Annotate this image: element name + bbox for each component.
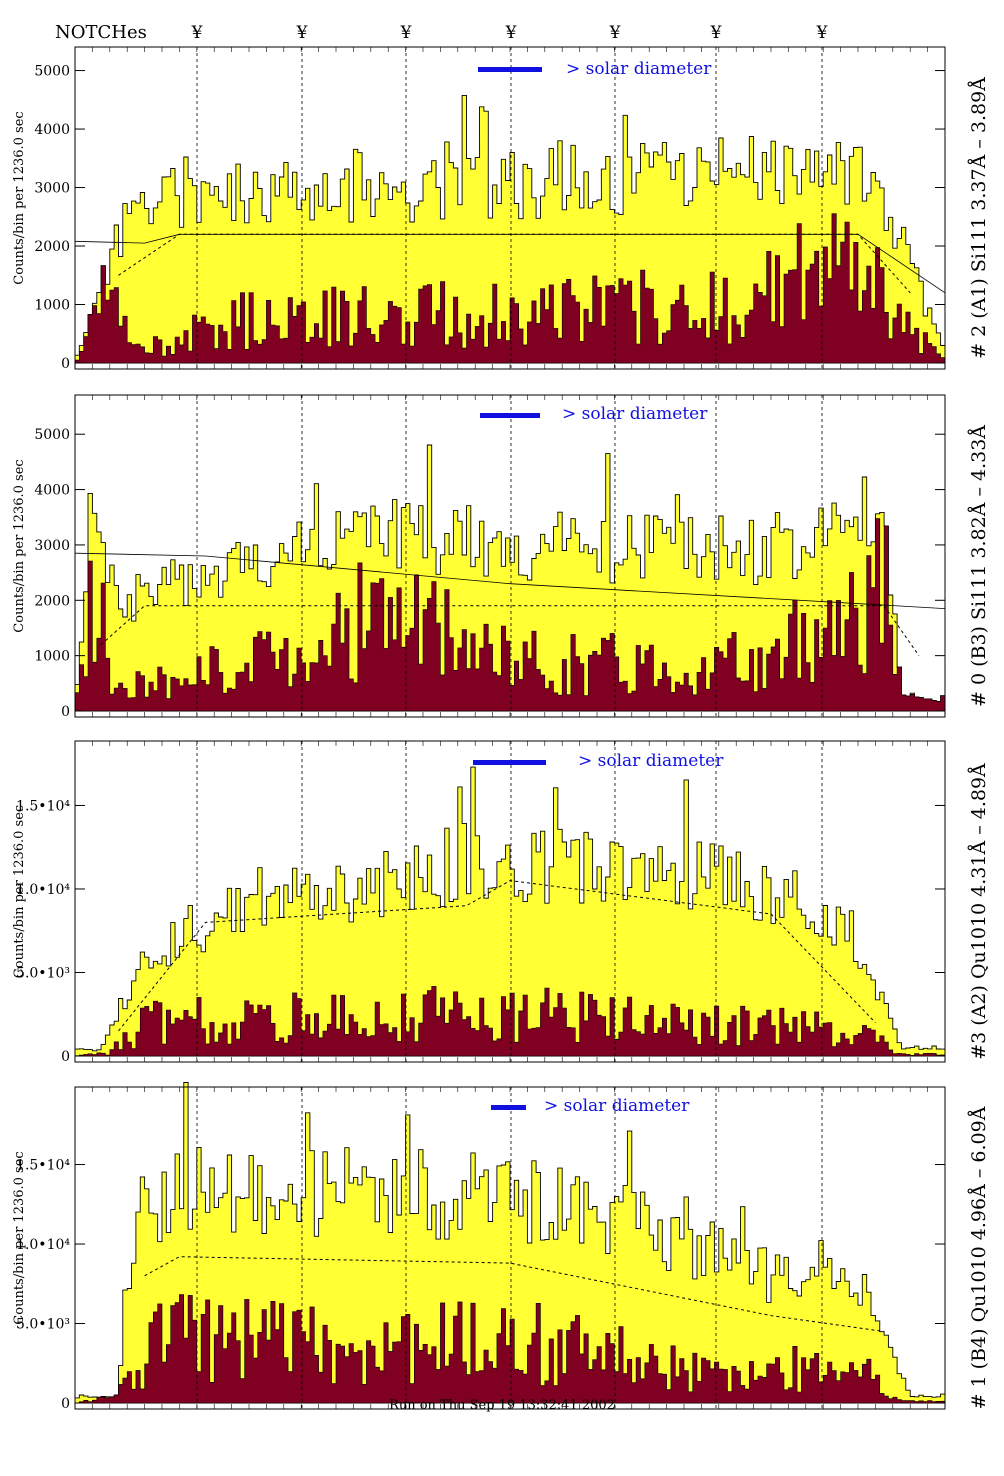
y-tick-label: 4000 xyxy=(34,483,70,499)
y-axis-label: Counts/bin per 1236.0 sec xyxy=(12,1151,27,1324)
notch-marker-2: ¥ xyxy=(296,23,308,43)
solar-diameter-bar xyxy=(491,1105,526,1110)
mean-dashed-line xyxy=(100,605,920,656)
y-tick-label: 4000 xyxy=(34,122,70,138)
sub-counts-histogram xyxy=(74,518,946,712)
total-counts-histogram xyxy=(74,766,946,1057)
solar-diameter-label: > solar diameter xyxy=(544,1096,690,1116)
y-tick-label: 1.5•10⁴ xyxy=(16,798,70,814)
run-timestamp: Run on Thu Sep 19 13:32:41 2002 xyxy=(389,1398,615,1413)
y-tick-label: 2000 xyxy=(34,239,70,255)
y-tick-label: 1.0•10⁴ xyxy=(16,882,70,898)
detector-label: #3 (A2) Qu1010 4.31Å – 4.89Å xyxy=(968,763,990,1060)
y-tick-label: 0 xyxy=(61,1396,70,1412)
panels: 0 1000 2000 3000 4000 5000 Counts/bin per 1236… xyxy=(12,46,990,1412)
detector-label: # 0 (B3) Si111 3.82Å – 4.33Å xyxy=(968,425,990,707)
notch-header: NOTCHes ¥ ¥ ¥ ¥ ¥ ¥ ¥ xyxy=(55,22,828,43)
y-tick-label: 2000 xyxy=(34,593,70,609)
y-tick-label: 5000 xyxy=(34,64,70,80)
notch-marker-7: ¥ xyxy=(816,23,828,43)
detector-label: # 1 (B4) Qu1010 4.96Å – 6.09Å xyxy=(968,1106,990,1409)
y-tick-label: 5.0•10³ xyxy=(16,1317,70,1333)
solar-diameter-bar xyxy=(480,413,540,418)
mean-dashed-line xyxy=(118,233,911,294)
notch-marker-3: ¥ xyxy=(400,23,412,43)
y-tick-label: 5000 xyxy=(34,427,70,443)
y-tick-label: 1.0•10⁴ xyxy=(16,1237,70,1253)
notch-marker-6: ¥ xyxy=(710,23,722,43)
panel-2: 0 1000 2000 3000 4000 5000 Counts/bin per 1236… xyxy=(12,394,990,720)
mean-dashed-line xyxy=(144,1256,885,1332)
sub-counts-histogram xyxy=(74,213,946,364)
solar-diameter-label: > solar diameter xyxy=(562,404,708,424)
notch-marker-1: ¥ xyxy=(191,23,203,43)
y-tick-label: 3000 xyxy=(34,538,70,554)
solar-diameter-label: > solar diameter xyxy=(566,59,712,79)
solar-diameter-bar xyxy=(473,760,546,765)
sub-counts-histogram xyxy=(74,1294,946,1404)
notch-marker-4: ¥ xyxy=(505,23,517,43)
y-tick-label: 1.5•10⁴ xyxy=(16,1158,70,1174)
panel-1: 0 1000 2000 3000 4000 5000 Counts/bin per 1236… xyxy=(12,46,990,372)
solar-diameter-bar xyxy=(478,67,542,72)
detector-label: # 2 (A1) Si111 3.37Å – 3.89Å xyxy=(968,77,990,359)
y-tick-label: 1000 xyxy=(34,649,70,665)
notch-marker-5: ¥ xyxy=(609,23,621,43)
y-tick-label: 0 xyxy=(61,1049,70,1065)
baseline-solid-line xyxy=(74,552,946,609)
mean-dashed-line xyxy=(118,880,876,1032)
notches-label: NOTCHes xyxy=(55,22,147,43)
solar-diameter-label: > solar diameter xyxy=(578,751,724,771)
y-tick-label: 0 xyxy=(61,356,70,372)
y-tick-label: 5.0•10³ xyxy=(16,965,70,981)
baseline-solid-line xyxy=(74,233,946,294)
y-tick-label: 3000 xyxy=(34,181,70,197)
sub-counts-histogram xyxy=(74,986,946,1057)
y-axis-label: Counts/bin per 1236.0 sec xyxy=(12,459,27,632)
y-tick-label: 0 xyxy=(61,704,70,720)
y-tick-label: 1000 xyxy=(34,298,70,314)
y-axis-label: Counts/bin per 1236.0 sec xyxy=(12,805,27,978)
y-axis-label: Counts/bin per 1236.0 sec xyxy=(12,111,27,284)
